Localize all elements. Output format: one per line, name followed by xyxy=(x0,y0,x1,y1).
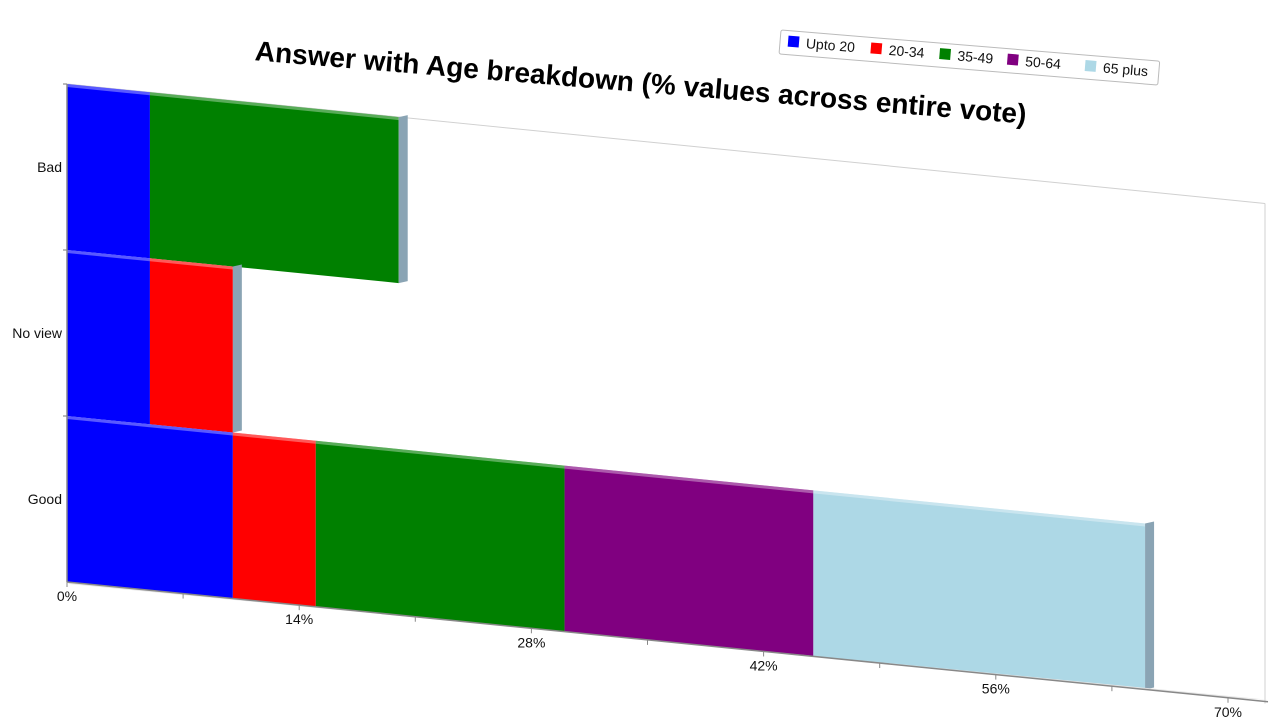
bar-bad-35-49 xyxy=(149,92,399,284)
bar-highlight xyxy=(149,258,233,270)
bar-no-view-upto-20 xyxy=(67,250,150,425)
x-tick-label: 56% xyxy=(982,681,1010,697)
y-tick-label: Bad xyxy=(37,159,62,175)
legend-swatch-upto-20 xyxy=(787,35,800,48)
y-tick-label: No view xyxy=(12,325,63,341)
y-tick-label: Good xyxy=(28,491,62,507)
bar-highlight xyxy=(67,416,233,436)
bar-good-20-34 xyxy=(232,432,316,607)
x-axis-line xyxy=(66,581,1269,703)
legend-box: Upto 20 20-34 35-49 50-64 65 plus xyxy=(778,29,1161,86)
axes: Bad No view Good 0% 14% 28% 42% 56% 70% xyxy=(12,83,1269,720)
legend-swatch-35-49 xyxy=(939,48,952,60)
x-tick-label: 70% xyxy=(1214,704,1242,720)
bar-side-face xyxy=(232,264,242,433)
legend: Upto 20 20-34 35-49 50-64 65 plus xyxy=(778,29,1161,86)
bar-bad-upto-20 xyxy=(67,84,150,259)
legend-label: Upto 20 xyxy=(805,35,855,55)
x-tick-label: 28% xyxy=(517,634,545,650)
legend-label: 20-34 xyxy=(888,42,925,61)
x-tick-label: 42% xyxy=(750,657,778,673)
legend-swatch-65-plus xyxy=(1084,60,1097,72)
bar-highlight xyxy=(67,84,150,96)
bar-highlight xyxy=(232,432,316,444)
bar-good-50-64 xyxy=(564,465,814,657)
bars xyxy=(67,84,1155,690)
bar-highlight xyxy=(813,490,1146,527)
bar-side-face xyxy=(1145,521,1155,690)
bar-highlight xyxy=(149,92,399,121)
bar-highlight xyxy=(315,440,565,469)
bar-highlight xyxy=(67,250,150,262)
bar-good-35-49 xyxy=(315,440,565,632)
x-tick-label: 14% xyxy=(285,611,313,627)
bar-no-view-20-34 xyxy=(149,258,233,433)
bar-highlight xyxy=(564,465,814,494)
legend-swatch-50-64 xyxy=(1006,53,1019,66)
legend-label: 50-64 xyxy=(1025,53,1062,72)
x-tick-label: 0% xyxy=(57,588,77,604)
legend-label: 35-49 xyxy=(957,48,994,67)
bar-side-face xyxy=(398,115,408,284)
bar-good-65-plus xyxy=(813,490,1146,690)
bar-good-upto-20 xyxy=(67,416,233,599)
legend-label: 65 plus xyxy=(1102,60,1148,80)
legend-swatch-20-34 xyxy=(870,42,883,55)
